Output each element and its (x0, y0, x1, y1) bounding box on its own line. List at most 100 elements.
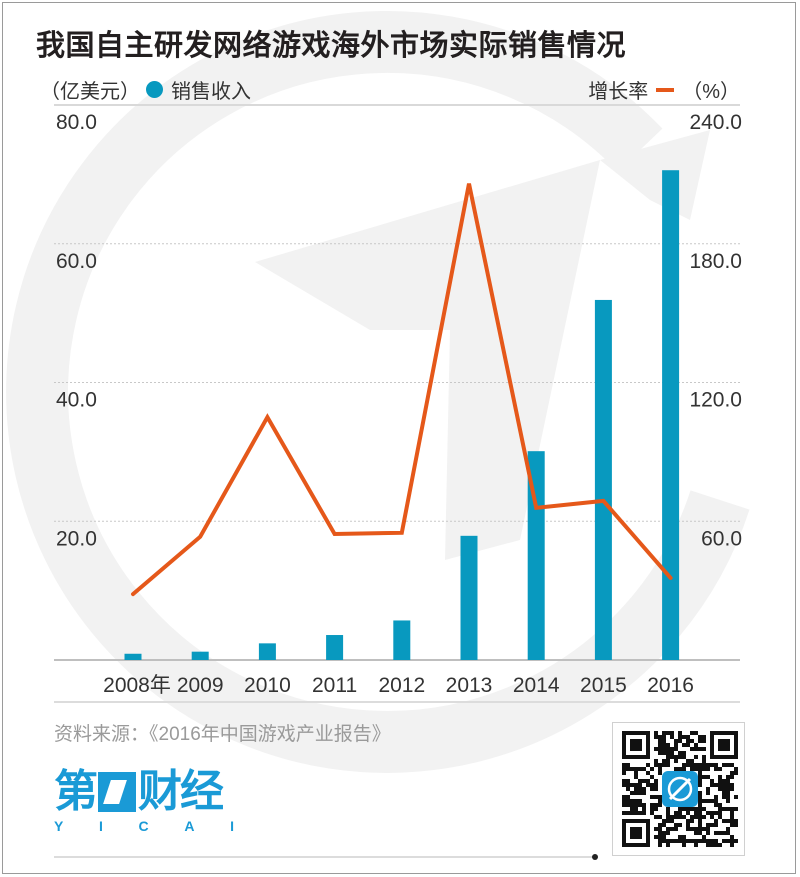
qr-module (710, 839, 714, 843)
qr-module (718, 807, 722, 811)
qr-module (726, 795, 730, 799)
qr-module (674, 827, 678, 831)
qr-module (730, 819, 734, 823)
qr-module (734, 795, 738, 799)
x-tick-label: 2014 (513, 674, 560, 697)
qr-module (650, 787, 654, 791)
qr-module (670, 751, 674, 755)
qr-module (678, 835, 682, 839)
qr-module (670, 839, 674, 843)
qr-module (658, 743, 662, 747)
x-tick-label: 2010 (244, 674, 291, 697)
right-tick-label: 60.0 (701, 527, 742, 550)
qr-module (730, 807, 734, 811)
qr-module (698, 771, 702, 775)
x-tick-label: 2016 (647, 674, 694, 697)
x-tick-label: 2012 (378, 674, 425, 697)
qr-module (654, 731, 658, 735)
qr-module (702, 835, 706, 839)
growth-rate-line (131, 183, 673, 597)
qr-module (642, 767, 646, 771)
right-axis: 240.0 180.0 120.0 60.0 (689, 111, 742, 550)
footer-divider (54, 856, 595, 858)
qr-module (698, 795, 702, 799)
bar-2012 (393, 620, 411, 660)
qr-module (694, 831, 698, 835)
qr-module (726, 775, 730, 779)
gridlines (54, 104, 740, 703)
bar-2009 (191, 651, 209, 660)
qr-module (654, 759, 658, 763)
qr-module (726, 799, 730, 803)
qr-module (662, 735, 666, 739)
qr-module (694, 731, 698, 735)
qr-module (658, 739, 662, 743)
qr-module (710, 823, 714, 827)
qr-code[interactable] (612, 722, 745, 856)
qr-module (662, 835, 666, 839)
qr-module (634, 767, 638, 771)
logo-letter: I (230, 818, 234, 834)
qr-module (654, 779, 658, 783)
qr-module (714, 799, 718, 803)
logo-chinese: 第 财经 (54, 770, 234, 814)
qr-module (630, 791, 634, 795)
bar-series (124, 170, 680, 660)
qr-module (698, 763, 702, 767)
qr-module (642, 803, 646, 807)
qr-module (698, 819, 702, 823)
qr-module (650, 803, 654, 807)
qr-module (650, 807, 654, 811)
bar-2014 (527, 451, 545, 660)
qr-module (626, 803, 630, 807)
qr-module (726, 827, 730, 831)
qr-module (674, 747, 678, 751)
qr-module (678, 823, 682, 827)
bar-2011 (326, 635, 344, 660)
qr-module (686, 823, 690, 827)
qr-module (658, 735, 662, 739)
qr-module (634, 771, 638, 775)
qr-module (698, 775, 702, 779)
right-tick-label: 180.0 (689, 250, 742, 273)
left-axis: 80.0 60.0 40.0 20.0 (56, 111, 97, 550)
qr-module (642, 779, 646, 783)
qr-module (654, 803, 658, 807)
qr-finder-core (718, 739, 730, 751)
qr-module (654, 783, 658, 787)
qr-module (662, 831, 666, 835)
qr-module (730, 839, 734, 843)
qr-module (638, 787, 642, 791)
qr-module (658, 815, 662, 819)
qr-module (690, 807, 694, 811)
qr-module (678, 767, 682, 771)
qr-module (674, 823, 678, 827)
qr-module (638, 803, 642, 807)
qr-module (678, 751, 682, 755)
qr-module (722, 763, 726, 767)
x-tick-label: 2015 (580, 674, 627, 697)
qr-module (722, 819, 726, 823)
qr-module (702, 827, 706, 831)
qr-module (658, 767, 662, 771)
qr-module (670, 747, 674, 751)
qr-module (694, 843, 698, 847)
qr-module (714, 783, 718, 787)
bar-2013 (460, 535, 478, 660)
qr-module (674, 743, 678, 747)
qr-module (666, 743, 670, 747)
legend-line-label: 增长率 (588, 81, 649, 103)
qr-module (650, 795, 654, 799)
qr-module (666, 755, 670, 759)
left-tick-label: 80.0 (56, 111, 97, 134)
qr-module (654, 827, 658, 831)
qr-module (702, 763, 706, 767)
qr-module (726, 807, 730, 811)
qr-module (690, 815, 694, 819)
qr-module (734, 771, 738, 775)
qr-module (690, 819, 694, 823)
qr-module (642, 811, 646, 815)
qr-module (710, 815, 714, 819)
qr-module (694, 743, 698, 747)
qr-module (682, 743, 686, 747)
